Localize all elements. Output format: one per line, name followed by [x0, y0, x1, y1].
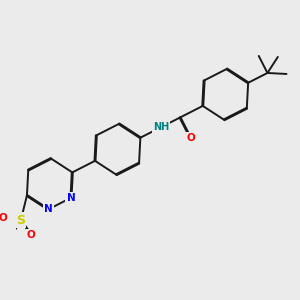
Text: S: S [16, 214, 26, 226]
Text: N: N [44, 204, 53, 214]
Text: O: O [27, 230, 36, 240]
Text: N: N [67, 193, 75, 203]
Text: NH: NH [153, 122, 169, 132]
Text: O: O [0, 213, 7, 223]
Text: O: O [186, 133, 195, 143]
